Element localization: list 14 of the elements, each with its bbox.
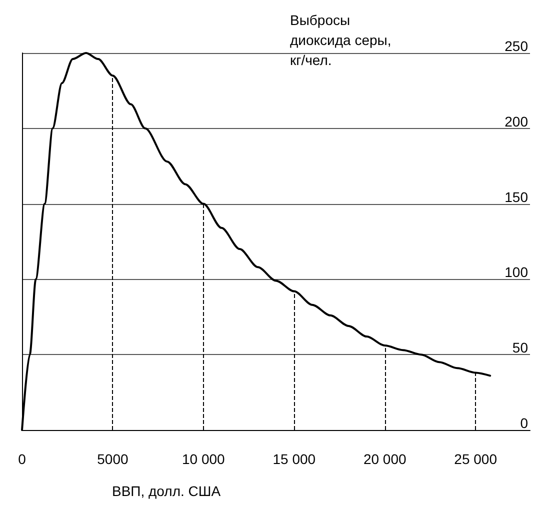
x-tick-label: 10 000 <box>182 451 226 467</box>
x-axis-title: ВВП, долл. США <box>112 483 222 499</box>
x-tick-label: 0 <box>18 451 26 467</box>
y-tick-label: 100 <box>504 264 528 280</box>
x-tick-label: 25 000 <box>454 451 498 467</box>
y-tick-label: 150 <box>504 188 528 205</box>
x-tick-label: 15 000 <box>272 451 316 467</box>
y-tick-label: 250 <box>504 38 528 54</box>
y-axis-title: Выбросы диоксида серы, кг/чел. <box>290 12 392 68</box>
x-tick-label: 20 000 <box>363 451 406 467</box>
x-tick-label: 5000 <box>97 451 128 467</box>
y-tick-label: 0 <box>520 415 528 431</box>
y-tick-label: 50 <box>512 340 528 356</box>
y-tick-label: 200 <box>504 113 528 130</box>
